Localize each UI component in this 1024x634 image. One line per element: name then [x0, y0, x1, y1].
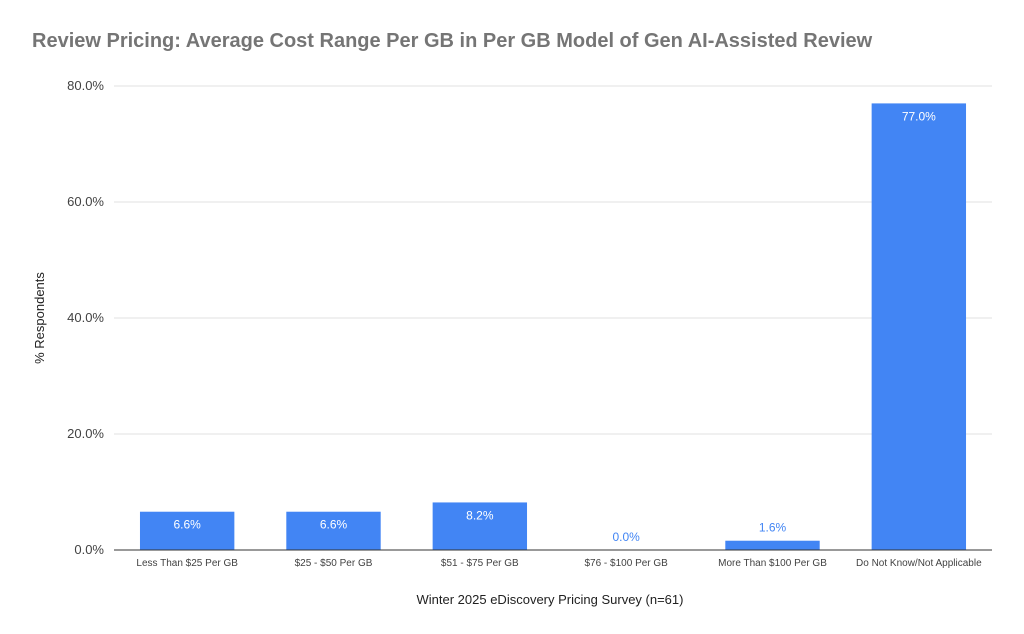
bar: [139, 511, 235, 550]
y-tick-label: 0.0%: [74, 542, 104, 557]
x-tick-label: Less Than $25 Per GB: [136, 558, 238, 569]
y-tick-label: 80.0%: [67, 78, 104, 93]
x-tick-label: $25 - $50 Per GB: [295, 558, 373, 569]
x-tick-label: $51 - $75 Per GB: [441, 558, 519, 569]
y-tick-label: 40.0%: [67, 310, 104, 325]
bar: [432, 502, 528, 550]
x-tick-label: Do Not Know/Not Applicable: [856, 558, 982, 569]
data-label: 77.0%: [902, 109, 936, 123]
x-tick-label: More Than $100 Per GB: [718, 558, 827, 569]
gridlines: [114, 85, 992, 435]
data-label: 6.6%: [173, 518, 201, 532]
data-label: 6.6%: [320, 518, 348, 532]
axes: 0.0% 20.0% 40.0% 60.0% 80.0% Less Than $25 Pe…: [67, 78, 992, 569]
data-labels: 6.6% 6.6% 8.2% 0.0% 1.6% 77.0%: [173, 109, 936, 544]
x-tick-label: $76 - $100 Per GB: [584, 558, 668, 569]
y-axis-title: % Respondents: [32, 272, 47, 364]
bar: [725, 540, 820, 550]
y-tick-label: 20.0%: [67, 426, 104, 441]
chart-title: Review Pricing: Average Cost Range Per G…: [32, 30, 873, 52]
data-label: 0.0%: [612, 530, 640, 544]
bar: [286, 511, 381, 550]
bar: [871, 103, 967, 551]
bars: [139, 103, 967, 551]
data-label: 8.2%: [466, 508, 494, 522]
y-tick-label: 60.0%: [67, 194, 104, 209]
x-axis-title: Winter 2025 eDiscovery Pricing Survey (n…: [417, 592, 684, 607]
data-label: 1.6%: [759, 521, 787, 535]
